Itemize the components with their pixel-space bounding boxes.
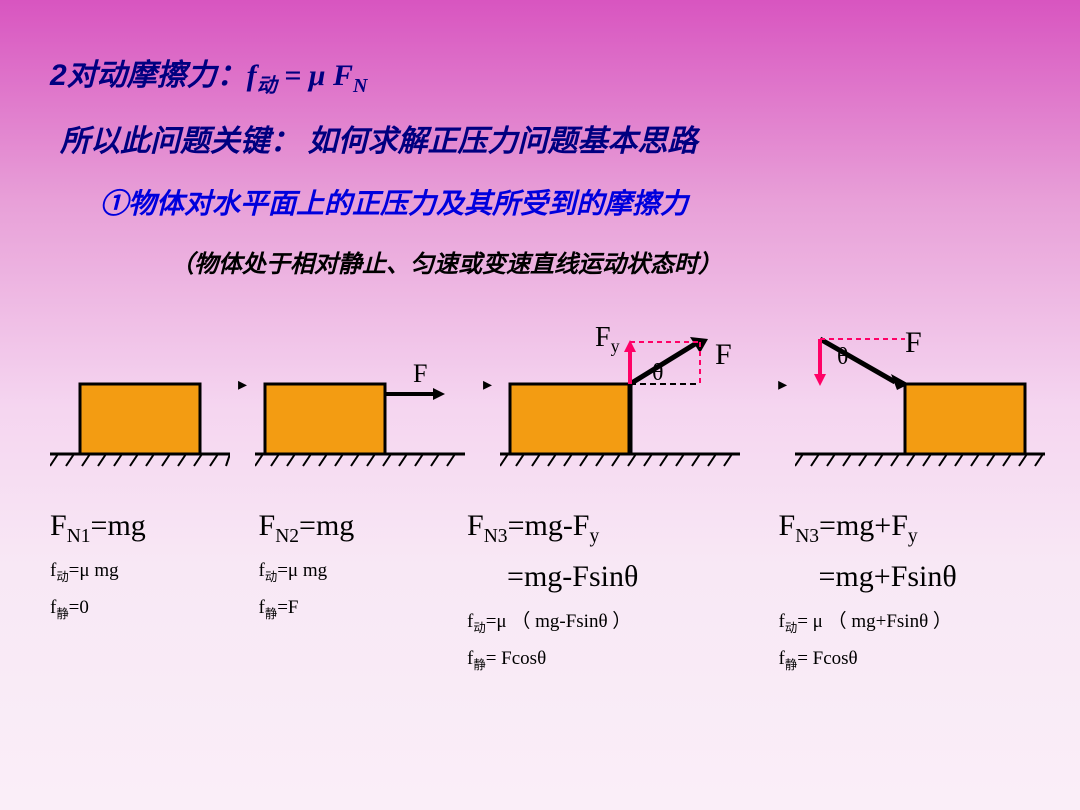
fd-1: f动=μ mg [50,560,219,585]
block-2 [265,384,385,454]
subheading-key: 所以此问题关键： 如何求解正压力问题基本思路 [50,116,1050,160]
heading-1: 2对动摩擦力：f动 = μ FN [50,50,1050,98]
fn-2: FN2=mg [259,509,428,548]
formula-col-3: FN3=mg-Fy =mg-Fsinθ f动=μ （ mg-Fsinθ ） f静… [467,509,738,685]
force-arrow-4 [820,339,895,382]
fd-2: f动=μ mg [259,560,428,585]
force-label-4: F [905,326,922,359]
force-label-3: F [715,338,732,371]
fs-2: f静=F [259,597,428,622]
fy-label-3: Fy [595,322,620,356]
arrowhead-2 [433,388,445,400]
formula-col-2: FN2=mg f动=μ mg f静=F [259,509,428,685]
heading-number: 2 [50,59,67,92]
hatching-1 [50,454,230,466]
separator-icon: ▸ [778,374,787,395]
separator-icon: ▸ [238,374,247,395]
fs-1: f静=0 [50,597,219,622]
block-1 [80,384,200,454]
diagram-1 [50,354,230,479]
fn-4: FN3=mg+Fy [779,509,1050,548]
fn-3: FN3=mg-Fy [467,509,738,548]
condition-note: （物体处于相对静止、匀速或变速直线运动状态时） [50,244,1050,279]
diagram-3: Fy θ F [500,304,770,479]
diagram-row: ▸ [50,309,1050,479]
theta-label-4: θ [837,344,849,370]
fn-1: FN1=mg [50,509,219,548]
fn2-3: =mg-Fsinθ [467,560,738,594]
diagram-2: F [255,354,475,479]
formula-col-4: FN3=mg+Fy =mg+Fsinθ f动= μ （ mg+Fsinθ ） f… [779,509,1050,685]
fn2-4: =mg+Fsinθ [779,560,1050,594]
fd-3: f动=μ （ mg-Fsinθ ） [467,606,738,636]
force-label-2: F [413,359,427,388]
formula-row: FN1=mg f动=μ mg f静=0 FN2=mg f动=μ mg f静=F … [50,509,1050,685]
block-3 [510,384,630,454]
formula-col-1: FN1=mg f动=μ mg f静=0 [50,509,219,685]
section-1: ①物体对水平面上的正压力及其所受到的摩擦力 [50,182,1050,222]
separator-icon: ▸ [483,374,492,395]
fy-arrowhead-4 [814,374,826,386]
hatching-4 [795,454,1043,466]
diagram-4: θ F [795,304,1055,479]
hatching-2 [255,454,455,466]
fd-4: f动= μ （ mg+Fsinθ ） [779,606,1050,636]
theta-label-3: θ [652,360,664,386]
block-4 [905,384,1025,454]
fs-3: f静= Fcosθ [467,648,738,673]
fs-4: f静= Fcosθ [779,648,1050,673]
hatching-3 [500,454,732,466]
